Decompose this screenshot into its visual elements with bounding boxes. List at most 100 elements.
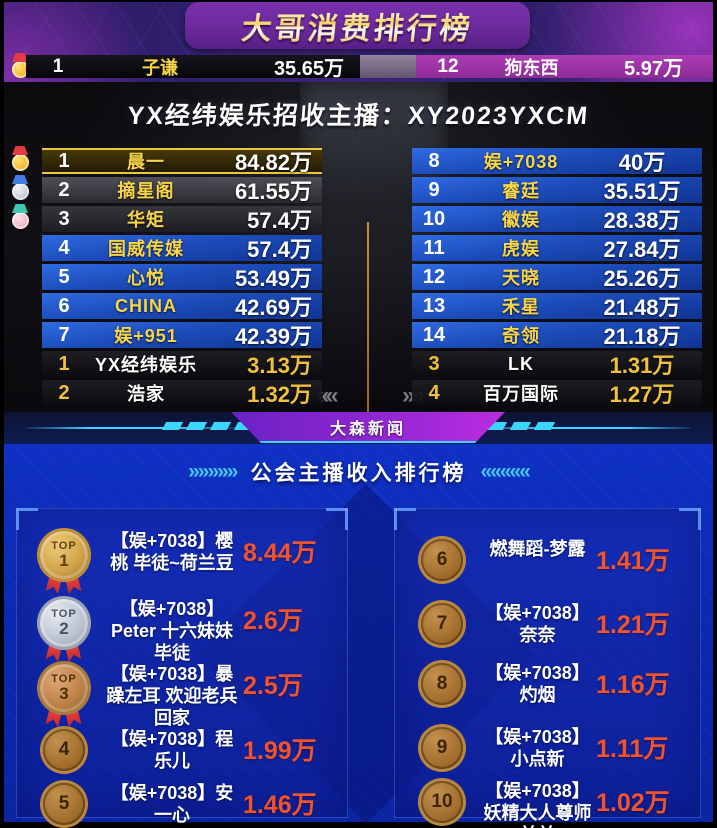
rank-badge: 4 <box>43 729 85 771</box>
consumption-board-title-banner: 大哥消费排行榜 <box>185 2 530 49</box>
rank-number: 9 <box>428 178 440 201</box>
table-row: 3 LK 1.31万 <box>412 351 702 378</box>
amount-value: 1.99万 <box>243 737 317 765</box>
consumption-row-right: 12 狗东西 5.97万 <box>416 55 713 80</box>
rank-number: 3 <box>58 207 70 230</box>
rank-number: 8 <box>428 149 440 172</box>
rank-number: 7 <box>58 323 70 346</box>
rank-badge: 7 <box>421 603 463 645</box>
amount-value: 27.84万 <box>603 237 681 262</box>
streamer-name: 【娱+7038】安一心 <box>110 783 234 825</box>
amount-value: 2.6万 <box>243 607 303 635</box>
streamer-name: 子谦 <box>142 57 178 78</box>
streamer-name: 【娱+7038】奈奈 <box>485 603 590 645</box>
banner-dashes-left <box>161 422 256 430</box>
rank-number: 4 <box>58 236 70 259</box>
list-item: 5 【娱+7038】安一心 1.46万 <box>27 781 339 827</box>
consumption-row: 1 子谦 35.65万 12 狗东西 5.97万 <box>4 53 713 80</box>
guild-name: 娱+951 <box>114 326 178 346</box>
table-row: 14 奇领 21.18万 <box>412 322 702 349</box>
amount-value: 21.48万 <box>603 295 681 320</box>
rank-number: 11 <box>423 236 445 259</box>
amount-value: 1.16万 <box>596 671 670 699</box>
streamer-name: 【娱+7038】樱桃 毕徒~荷兰豆 <box>110 531 234 573</box>
guild-name: 百万国际 <box>483 384 559 404</box>
streamer-name: 【娱+7038】Peter 十六妹妹 毕徒 <box>110 599 234 663</box>
amount-value: 2.5万 <box>243 672 303 700</box>
guild-left-panel: TOP 1 【娱+7038】樱桃 毕徒~荷兰豆 8.44万 TOP 2 【娱+703… <box>16 508 348 825</box>
amount-value: 1.46万 <box>243 791 317 819</box>
guild-name: 摘星阁 <box>117 181 175 201</box>
guild-name: 华矩 <box>127 210 165 230</box>
amount-value: 61.55万 <box>234 179 312 204</box>
streamer-name: 狗东西 <box>504 57 559 78</box>
chevron-left-icon: ««««« <box>480 460 531 483</box>
rank-number: 14 <box>422 323 446 346</box>
amount-value: 28.38万 <box>603 208 681 233</box>
table-row: 6 CHINA 42.69万 <box>42 293 322 320</box>
guild-board-title-row: »»»»» 公会主播收入排行榜 ««««« <box>4 457 713 487</box>
guild-name: LK <box>508 353 534 374</box>
guild-name: YX经纬娱乐 <box>94 355 197 375</box>
rank-badge: 5 <box>43 783 85 825</box>
guild-name: 晨一 <box>127 152 165 172</box>
recruit-left-list: 1 晨一 84.82万 2 摘星阁 61.55万 3 华矩 57.4万 4 国威… <box>42 148 322 409</box>
guild-name: 禾星 <box>502 297 540 317</box>
rank-number: 1 <box>58 149 70 172</box>
amount-value: 84.82万 <box>234 150 312 175</box>
amount-value: 42.69万 <box>234 295 312 320</box>
amount-value: 53.49万 <box>234 266 312 291</box>
table-row: 1 晨一 84.82万 <box>42 148 322 175</box>
amount-value: 1.11万 <box>596 735 669 763</box>
streamer-name: 【娱+7038】小点新 <box>485 727 590 769</box>
amount-value: 1.27万 <box>609 382 675 407</box>
banner-line-left <box>26 427 236 429</box>
amount-value: 35.51万 <box>603 179 681 204</box>
guild-right-panel: 6 燃舞蹈-梦露 1.41万 7 【娱+7038】奈奈 1.21万 8 【娱+7… <box>394 508 701 828</box>
recruit-right-list: 8 娱+7038 40万 9 睿廷 35.51万 10 徽娱 28.38万 11… <box>412 148 702 409</box>
top1-medal-icon: TOP 1 <box>36 531 92 601</box>
table-row: 2 浩家 1.32万 <box>42 380 322 407</box>
amount-value: 3.13万 <box>247 353 312 378</box>
guild-name: 天晓 <box>502 268 540 288</box>
amount-value: 1.41万 <box>596 547 670 575</box>
amount-value: 57.4万 <box>247 237 312 262</box>
gold-medal-icon <box>8 53 32 80</box>
amount-value: 1.32万 <box>247 382 312 407</box>
list-item: 10 【娱+7038】妖精大人尊师羊羊 1.02万 <box>405 779 692 828</box>
rank-badge: 9 <box>421 727 463 769</box>
table-row: 13 禾星 21.48万 <box>412 293 702 320</box>
amount-value: 21.18万 <box>603 324 681 349</box>
table-row: 8 娱+7038 40万 <box>412 148 702 175</box>
list-item: TOP 2 【娱+7038】Peter 十六妹妹 毕徒 2.6万 <box>27 597 339 669</box>
guild-name: 心悦 <box>127 268 165 288</box>
corner-accent <box>326 508 348 530</box>
rank-number: 13 <box>422 294 446 317</box>
table-row: 3 华矩 57.4万 <box>42 206 322 233</box>
amount-value: 40万 <box>618 150 666 175</box>
silver-medal-icon <box>8 175 32 202</box>
table-row: 4 百万国际 1.27万 <box>412 380 702 407</box>
guild-name: 娱+7038 <box>483 152 559 172</box>
rank-badge: 8 <box>421 663 463 705</box>
rank-number: 1 <box>52 55 64 77</box>
streamer-name: 燃舞蹈-梦露 <box>489 539 586 559</box>
list-item: 7 【娱+7038】奈奈 1.21万 <box>405 601 692 647</box>
guild-board-title: 公会主播收入排行榜 <box>250 462 467 485</box>
recruit-board-header: YX经纬娱乐招收主播：XY2023YXCM <box>126 102 591 130</box>
corner-accent <box>394 508 416 530</box>
list-item: 8 【娱+7038】灼烟 1.16万 <box>405 661 692 707</box>
rank-number: 6 <box>58 294 70 317</box>
chevron-right-icon: »»»»» <box>188 460 238 483</box>
rank-number: 5 <box>58 265 70 288</box>
rank-badge: 6 <box>421 539 463 581</box>
amount-value: 57.4万 <box>247 208 312 233</box>
guild-name: 国威传媒 <box>108 239 184 259</box>
top2-medal-icon: TOP 2 <box>36 599 92 669</box>
table-row: 9 睿廷 35.51万 <box>412 177 702 204</box>
streamer-name: 【娱+7038】暴躁左耳 欢迎老兵回家 <box>106 664 238 728</box>
guild-name: CHINA <box>115 295 177 316</box>
table-row: 5 心悦 53.49万 <box>42 264 322 291</box>
amount-value: 8.44万 <box>243 539 317 567</box>
amount-value: 35.65万 <box>273 58 344 80</box>
